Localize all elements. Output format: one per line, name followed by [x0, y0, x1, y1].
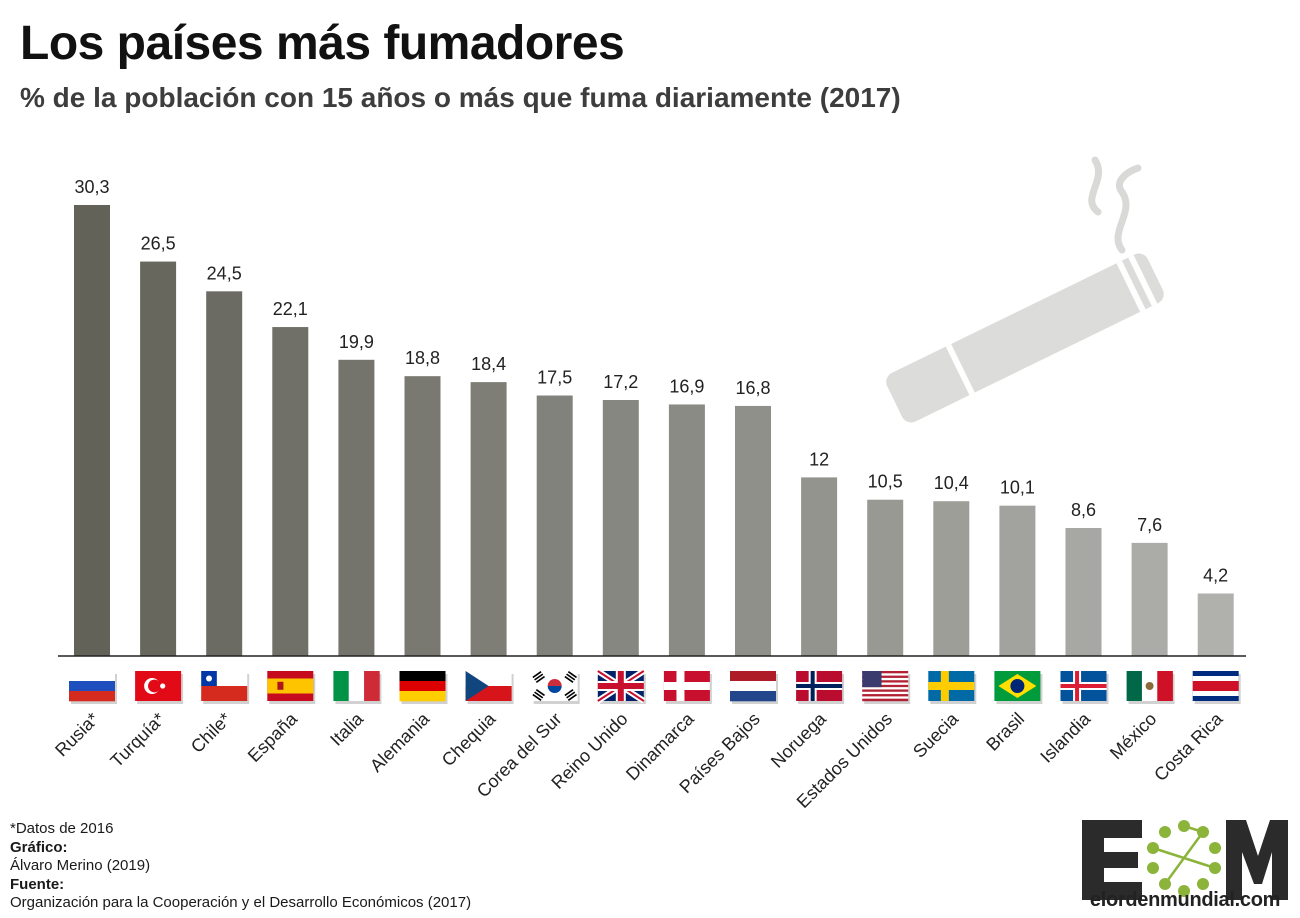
source-value: Organización para la Cooperación y el De… — [10, 894, 472, 911]
x-tick-label: España — [244, 708, 302, 766]
chile-flag-icon — [201, 671, 250, 704]
x-tick-label: Brasil — [982, 709, 1028, 755]
italy-flag-icon — [333, 671, 382, 704]
bar — [404, 376, 441, 656]
x-tick-label: Rusia* — [51, 709, 103, 761]
bar — [206, 291, 243, 656]
bar-value-label: 24,5 — [207, 263, 242, 283]
bar — [801, 477, 838, 656]
x-tick-label: Costa Rica — [1150, 708, 1227, 785]
germany-flag-icon — [399, 671, 448, 704]
cigarette-icon — [886, 156, 1164, 423]
united-kingdom-flag-icon — [596, 668, 646, 704]
bar-value-label: 7,6 — [1137, 515, 1162, 535]
bar-value-label: 17,2 — [603, 372, 638, 392]
x-tick-label: Islandia — [1036, 708, 1095, 767]
bar-value-label: 10,5 — [868, 472, 903, 492]
bar-value-label: 17,5 — [537, 368, 572, 388]
credit-label: Gráfico: — [10, 838, 68, 856]
x-tick-label: Italia — [326, 708, 368, 750]
eom-logo — [1082, 820, 1288, 900]
sweden-flag-icon — [928, 671, 977, 704]
chart-subtitle: % de la población con 15 años o más que … — [20, 82, 901, 113]
bar — [602, 399, 639, 656]
bar-value-label: 16,8 — [735, 378, 770, 398]
x-tick-label: Noruega — [767, 708, 831, 772]
x-tick-label: Suecia — [909, 708, 963, 762]
czechia-flag-icon — [465, 671, 514, 704]
netherlands-flag-icon — [730, 671, 778, 704]
bar — [140, 261, 177, 656]
bar-value-label: 10,1 — [1000, 478, 1035, 498]
bar — [74, 205, 110, 656]
x-tick-label: México — [1106, 709, 1160, 763]
bar — [668, 404, 705, 656]
brand-url: elordenmundial.com — [1089, 889, 1281, 911]
brazil-flag-icon — [994, 671, 1043, 704]
bar-value-label: 22,1 — [273, 299, 308, 319]
x-tick-labels: Rusia* Turquía* Chile* España ItaliaAlemania… — [51, 708, 1227, 812]
bar-value-label: 26,5 — [141, 234, 176, 254]
bar — [1065, 527, 1102, 656]
mexico-flag-icon — [1126, 671, 1175, 704]
united-states-flag-icon — [862, 671, 911, 704]
costa-rica-flag-icon — [1192, 671, 1241, 704]
bar — [999, 505, 1036, 656]
bar — [933, 501, 970, 656]
bar-value-label: 16,9 — [669, 376, 704, 396]
source-label: Fuente: — [10, 875, 65, 893]
denmark-flag-icon — [663, 671, 712, 704]
bar-value-label: 30,3 — [74, 177, 109, 197]
bars-group: 30,3 26,5 24,5 22,1 19,9 18,8 18,4 17,5 17,2 16,9… — [74, 177, 1234, 656]
iceland-flag-icon — [1060, 671, 1109, 704]
bar — [536, 395, 573, 656]
x-tick-label: Chile* — [187, 709, 235, 757]
bar-value-label: 19,9 — [339, 332, 374, 352]
bar-value-label: 18,8 — [405, 348, 440, 368]
bar-value-label: 4,2 — [1203, 565, 1228, 585]
russia-flag-icon — [69, 671, 117, 704]
norway-flag-icon — [796, 671, 845, 704]
footnote: *Datos de 2016 — [10, 820, 114, 837]
bar-value-label: 18,4 — [471, 354, 506, 374]
credit-value: Álvaro Merino (2019) — [10, 857, 151, 874]
bar — [867, 499, 904, 656]
bar — [1197, 593, 1234, 656]
chart-footer: *Datos de 2016 Gráfico: Álvaro Merino (2… — [10, 820, 471, 913]
bar — [735, 405, 771, 656]
bar-value-label: 8,6 — [1071, 500, 1096, 520]
flags-group — [69, 668, 1241, 704]
x-tick-label: Alemania — [366, 708, 434, 776]
bar — [272, 327, 309, 656]
bar-value-label: 10,4 — [934, 473, 969, 493]
bar-value-label: 12 — [809, 449, 829, 469]
south-korea-flag-icon — [531, 671, 580, 704]
chart-title: Los países más fumadores — [20, 17, 625, 70]
bar — [470, 382, 507, 656]
turkey-flag-icon — [135, 671, 184, 704]
x-tick-label: Turquía* — [106, 709, 168, 771]
bar — [1131, 542, 1168, 656]
spain-flag-icon — [267, 671, 316, 704]
x-tick-label: Chequia — [438, 708, 500, 770]
bar — [338, 359, 375, 656]
